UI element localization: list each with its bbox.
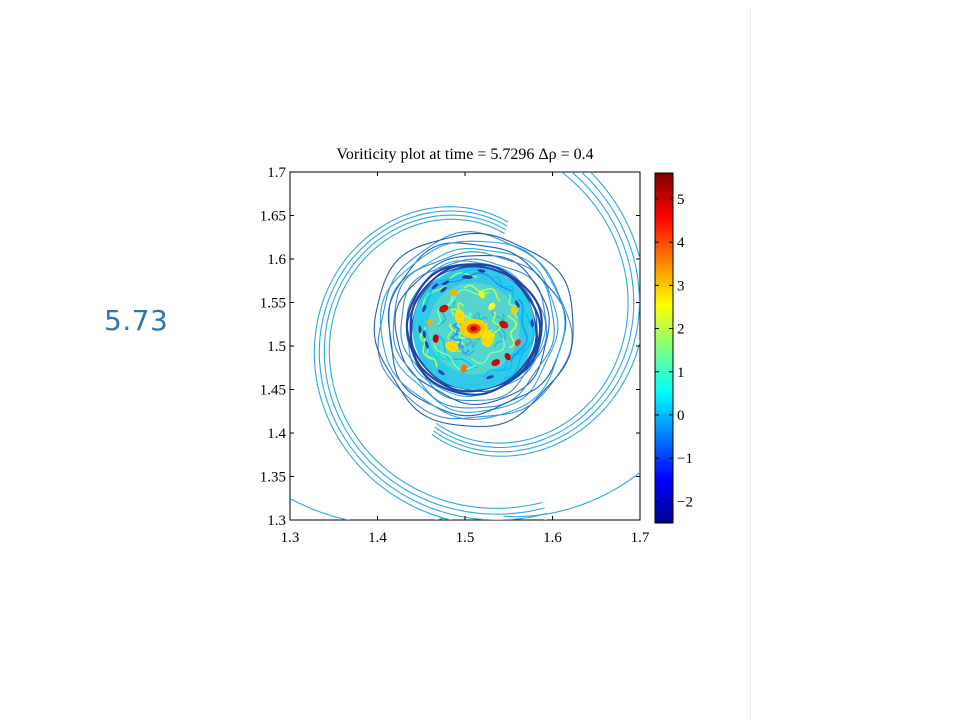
core-swirl-contour [422,268,478,308]
core-swirl-contour [418,294,433,325]
core-swirl-contour [470,338,506,365]
core-swirl-contour [492,311,501,337]
negative-vorticity-patch [486,375,494,380]
spiral-arm [503,471,640,518]
colorbar-tick-label: 2 [677,322,685,338]
colorbar-tick-label: −1 [677,451,693,467]
colorbar-ticks: −2 −1 0 1 2 3 4 5 [655,192,693,510]
negative-vorticity-patch [477,269,486,273]
spiral-arm [290,497,444,520]
core-swirl-contour [472,312,487,321]
spiral-arm [318,210,548,520]
y-tick-label: 1.45 [260,383,286,399]
y-tick-label: 1.5 [267,339,286,355]
x-axis: 1.3 1.4 1.5 1.6 1.7 [281,172,650,546]
core-swirl-contour [465,339,477,349]
negative-vorticity-patch [418,325,422,334]
vorticity-peak [445,341,459,353]
core-swirl-contour [510,298,528,363]
x-tick-label: 1.4 [368,530,387,546]
vorticity-peak [439,304,449,313]
core-swirl-contour [492,276,515,298]
vorticity-peak [460,364,467,373]
y-tick-label: 1.6 [267,252,286,268]
colorbar [654,172,674,524]
negative-vorticity-patch [440,286,447,293]
core-swirl-contour [491,306,503,338]
core-swirl-contour [510,292,529,364]
vorticity-peak [491,359,501,367]
contour-ring [379,240,566,420]
contour-ring [377,231,573,420]
spiral-arm [432,172,640,453]
core-swirl-contour [494,313,507,349]
contour-ring [392,251,555,409]
y-tick-label: 1.55 [260,296,286,312]
x-tick-label: 1.5 [456,530,475,546]
x-tick-label: 1.7 [631,530,650,546]
negative-vorticity-patch [530,319,534,328]
slide-divider [750,8,751,720]
negative-vorticity-patch [422,304,427,313]
y-tick-label: 1.3 [267,513,286,529]
colorbar-tick-label: −2 [677,494,693,510]
vorticity-peak [504,352,511,361]
core-swirl-contour [451,331,464,349]
y-tick-label: 1.35 [260,470,286,486]
core-swirl-contour [508,294,520,319]
vorticity-peak [426,319,433,326]
colorbar-tick-label: 0 [677,408,685,424]
core-swirl-contour [436,272,513,292]
negative-vorticity-patch [442,280,450,286]
negative-vorticity-patch [514,300,520,308]
x-tick-label: 1.3 [281,530,300,546]
colorbar-tick-label: 1 [677,365,685,381]
vorticity-peak [432,334,439,343]
y-tick-label: 1.4 [267,426,286,442]
core-swirl-contour [507,314,518,349]
vorticity-peak [510,306,517,315]
core-swirl-contour [428,351,452,370]
core-swirl-contour [417,328,438,367]
negative-vorticity-ring [405,263,543,396]
contour-ring [400,258,548,401]
y-tick-label: 1.65 [260,209,286,225]
spiral-arm [431,172,640,457]
core-swirl-contour [433,335,477,371]
spiral-arm [328,218,543,509]
core-swirl-contour [464,312,473,322]
negative-vorticity-patch [422,330,426,339]
negative-vorticity-ring [409,263,542,393]
contour-ring [373,232,574,428]
vorticity-peak [481,330,494,347]
negative-vorticity-patch [461,275,470,279]
chart-title: Voriticity plot at time = 5.7296 Δρ = 0.… [336,146,593,163]
vorticity-peak [449,289,458,297]
spiral-arm [323,214,545,515]
negative-vorticity-patch [437,369,445,376]
negative-vorticity-patch [424,341,429,349]
vorticity-peak [499,320,509,329]
colorbar-tick-label: 3 [677,278,685,294]
vorticity-peak [514,339,521,346]
y-axis: 1.3 1.35 1.4 1.45 1.5 1.55 1.6 1.65 1.7 [260,165,640,529]
y-tick-label: 1.7 [267,165,286,181]
vorticity-peak [470,326,478,332]
slide-side-label: 5.73 [104,304,169,337]
colorbar-tick-label: 4 [677,235,685,251]
spiral-arm [434,172,635,449]
negative-vorticity-patch [431,283,439,290]
vorticity-contours [290,172,640,520]
spiral-arm [313,206,550,520]
x-tick-label: 1.6 [543,530,562,546]
core-swirl-contour [463,284,501,302]
vorticity-peak [478,290,486,299]
contour-ring [387,242,567,417]
vorticity-peak [488,302,496,311]
colorbar-tick-label: 5 [677,192,685,208]
spiral-arm [435,172,629,444]
vorticity-peak [454,309,465,324]
